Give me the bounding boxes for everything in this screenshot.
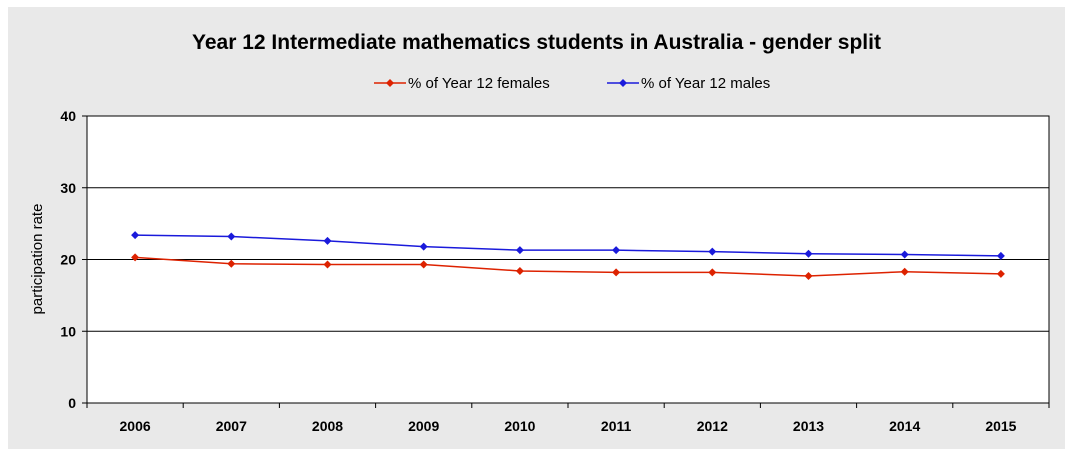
data-point (515, 246, 524, 255)
data-point (804, 272, 813, 281)
data-point (515, 266, 524, 275)
data-point (708, 247, 717, 256)
gridlines (87, 187, 1049, 332)
axes (82, 115, 1050, 408)
data-point (900, 250, 909, 259)
x-tick-label: 2013 (793, 418, 824, 434)
legend-label: % of Year 12 females (408, 75, 550, 92)
data-point (419, 242, 428, 251)
data-point (419, 260, 428, 269)
data-point (900, 267, 909, 276)
legend: % of Year 12 females % of Year 12 males (374, 75, 770, 92)
chart-title: Year 12 Intermediate mathematics student… (192, 31, 881, 54)
series-lines (131, 231, 1005, 281)
data-point (612, 246, 621, 255)
x-tick-label: 2007 (216, 418, 247, 434)
x-tick-label: 2010 (504, 418, 535, 434)
data-point (708, 268, 717, 277)
x-tick-label: 2011 (601, 418, 632, 434)
data-point (996, 269, 1005, 278)
data-point (131, 231, 140, 240)
series-line-1 (135, 234, 1001, 257)
x-tick-label: 2014 (889, 418, 920, 434)
y-tick-label: 20 (60, 252, 76, 268)
data-point (227, 259, 236, 268)
x-tick-label: 2009 (408, 418, 439, 434)
data-point (227, 232, 236, 241)
x-tick-label: 2006 (120, 418, 151, 434)
x-tick-label: 2012 (697, 418, 728, 434)
x-tick-label: 2015 (985, 418, 1016, 434)
y-tick-label: 0 (68, 395, 76, 411)
data-point (323, 236, 332, 245)
y-tick-label: 10 (60, 323, 76, 339)
y-tick-labels: 0 10 20 30 40 (60, 108, 76, 411)
data-point (323, 260, 332, 269)
legend-marker (619, 79, 627, 87)
y-axis-label: participation rate (29, 204, 46, 315)
data-point (131, 253, 140, 262)
legend-marker (386, 79, 394, 87)
series-line-0 (135, 256, 1001, 277)
y-tick-label: 30 (60, 180, 76, 196)
data-point (612, 268, 621, 277)
y-tick-label: 40 (60, 108, 76, 124)
data-point (804, 249, 813, 258)
x-tick-labels: 2006 2007 2008 2009 2010 2011 2012 2013 2014 2015 (120, 418, 1017, 434)
data-point (996, 251, 1005, 260)
x-tick-label: 2008 (312, 418, 343, 434)
legend-label: % of Year 12 males (641, 75, 770, 92)
